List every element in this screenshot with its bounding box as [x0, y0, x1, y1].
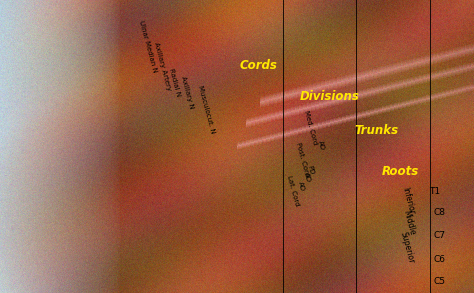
- Text: Divisions: Divisions: [300, 90, 359, 103]
- Text: Musculocut. N: Musculocut. N: [197, 85, 216, 134]
- Text: Axillary Artery: Axillary Artery: [153, 41, 172, 91]
- Text: C8: C8: [434, 208, 446, 217]
- Text: PD: PD: [306, 165, 315, 175]
- Text: Middle: Middle: [401, 209, 416, 236]
- Text: AD: AD: [303, 172, 311, 183]
- Text: Lat. Cord: Lat. Cord: [286, 174, 300, 207]
- Text: Cords: Cords: [239, 59, 277, 72]
- Text: T1: T1: [429, 188, 441, 196]
- Text: Trunks: Trunks: [355, 124, 399, 137]
- Text: Med. Cord: Med. Cord: [303, 110, 318, 145]
- Text: Inferior: Inferior: [401, 186, 417, 215]
- Text: C6: C6: [434, 255, 446, 264]
- Text: Post. Cord: Post. Cord: [295, 142, 310, 178]
- Text: C7: C7: [434, 231, 446, 240]
- Text: Roots: Roots: [382, 165, 419, 178]
- Text: C5: C5: [434, 277, 446, 286]
- Text: Axillary N: Axillary N: [180, 75, 194, 109]
- Text: Ulnar Median N: Ulnar Median N: [138, 20, 158, 74]
- Text: Superior: Superior: [398, 231, 415, 265]
- Text: Radial N: Radial N: [168, 67, 181, 97]
- Text: AD: AD: [297, 180, 306, 192]
- Text: AD: AD: [317, 139, 326, 151]
